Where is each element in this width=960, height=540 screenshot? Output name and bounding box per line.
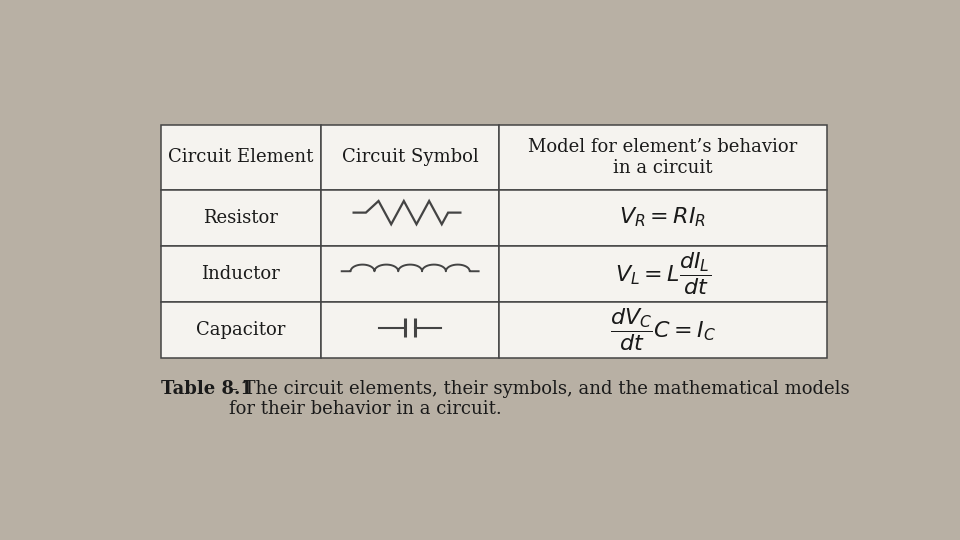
- Text: Circuit Element: Circuit Element: [168, 148, 314, 166]
- Text: Capacitor: Capacitor: [196, 321, 285, 339]
- Bar: [321, 125, 499, 190]
- Bar: [499, 190, 827, 246]
- Text: $V_R = RI_R$: $V_R = RI_R$: [619, 206, 707, 230]
- Text: $\dfrac{dV_C}{dt}C = I_C$: $\dfrac{dV_C}{dt}C = I_C$: [611, 307, 716, 353]
- Bar: [161, 190, 321, 246]
- Bar: [499, 302, 827, 358]
- Bar: [321, 190, 499, 246]
- Bar: [321, 302, 499, 358]
- Text: $V_L = L\dfrac{dI_L}{dt}$: $V_L = L\dfrac{dI_L}{dt}$: [615, 251, 711, 297]
- Bar: [499, 246, 827, 302]
- Bar: [499, 125, 827, 190]
- Bar: [161, 246, 321, 302]
- Text: Resistor: Resistor: [204, 208, 278, 227]
- Text: Inductor: Inductor: [202, 265, 280, 283]
- Text: Model for element’s behavior
in a circuit: Model for element’s behavior in a circui…: [529, 138, 798, 177]
- Bar: [161, 125, 321, 190]
- Text: Circuit Symbol: Circuit Symbol: [342, 148, 478, 166]
- Text: Table 8.1: Table 8.1: [161, 380, 252, 397]
- Bar: [321, 246, 499, 302]
- Text: – The circuit elements, their symbols, and the mathematical models
for their beh: – The circuit elements, their symbols, a…: [229, 380, 850, 419]
- Bar: [161, 302, 321, 358]
